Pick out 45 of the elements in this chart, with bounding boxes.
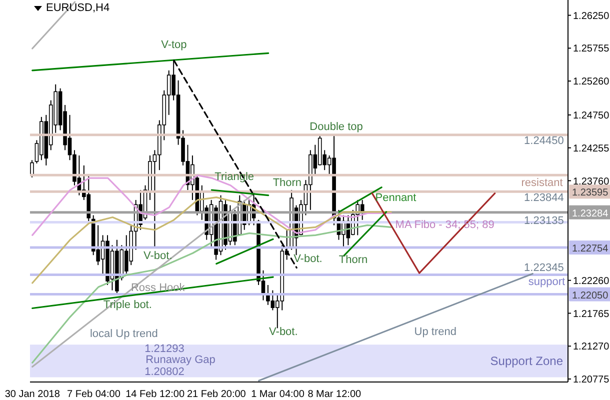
y-tick-label: 1.25260 bbox=[573, 76, 610, 88]
annotation: MA Fibo - 34; 55; 89 bbox=[395, 218, 494, 231]
y-tick-label: 1.26250 bbox=[573, 10, 610, 22]
annotation: V-bot. bbox=[294, 252, 322, 265]
y-tick-label: 1.25755 bbox=[573, 44, 610, 55]
chart-title: EURUSD,H4 bbox=[46, 2, 110, 14]
annotation: 1.23135 bbox=[524, 214, 564, 227]
annotation: local Up trend bbox=[90, 328, 158, 340]
y-tick-label: 1.24255 bbox=[573, 143, 610, 154]
y-tick-label: 1.21765 bbox=[573, 308, 610, 320]
annotation: V-top bbox=[161, 38, 187, 51]
y-tick-label: 1.22260 bbox=[573, 276, 610, 287]
ref-line-label: 1.22754 bbox=[572, 244, 609, 255]
x-tick-label: 14 Feb 12:00 bbox=[126, 389, 185, 400]
annotation: Runaway Gap bbox=[146, 354, 216, 366]
x-tick-label: 21 Feb 20:00 bbox=[186, 389, 246, 400]
y-tick-label: 1.20775 bbox=[573, 374, 610, 386]
annotation: 1.20802 bbox=[144, 366, 184, 378]
annotation: V-bot. bbox=[269, 326, 298, 338]
candlestick bbox=[30, 160, 34, 178]
annotation: 1.21293 bbox=[144, 342, 184, 355]
y-tick-label: 1.21270 bbox=[573, 342, 610, 353]
annotation: 1.24450 bbox=[524, 134, 564, 147]
x-tick-label: 1 Mar 04:00 bbox=[251, 389, 305, 400]
x-tick-label: 7 Feb 04:00 bbox=[67, 389, 121, 400]
annotation: 1.23844 bbox=[524, 192, 564, 204]
y-tick-label: 1.23760 bbox=[573, 176, 610, 188]
annotation: Double top bbox=[310, 120, 363, 133]
annotation: V-bot. bbox=[144, 250, 172, 262]
annotation: Triangle bbox=[214, 170, 254, 183]
x-tick-label: 30 Jan 2018 bbox=[4, 389, 60, 400]
annotation: Thorn bbox=[272, 176, 302, 189]
y-tick-label: 1.24750 bbox=[573, 110, 610, 122]
ref-line-label: 1.23284 bbox=[572, 208, 609, 220]
ref-line-label: 1.23595 bbox=[572, 188, 609, 199]
annotation: Pennant bbox=[375, 192, 416, 204]
ref-line-label: 1.22050 bbox=[572, 290, 609, 302]
annotation: support bbox=[528, 276, 566, 288]
annotation: Thorn bbox=[338, 254, 368, 266]
x-tick-label: 8 Mar 12:00 bbox=[308, 389, 362, 400]
annotation: Up trend bbox=[414, 326, 456, 338]
band-label: Support Zone bbox=[490, 354, 564, 368]
annotation: Triple bot. bbox=[103, 298, 152, 311]
annotation: 1.22345 bbox=[524, 262, 564, 274]
annotation: resistant bbox=[521, 176, 563, 189]
